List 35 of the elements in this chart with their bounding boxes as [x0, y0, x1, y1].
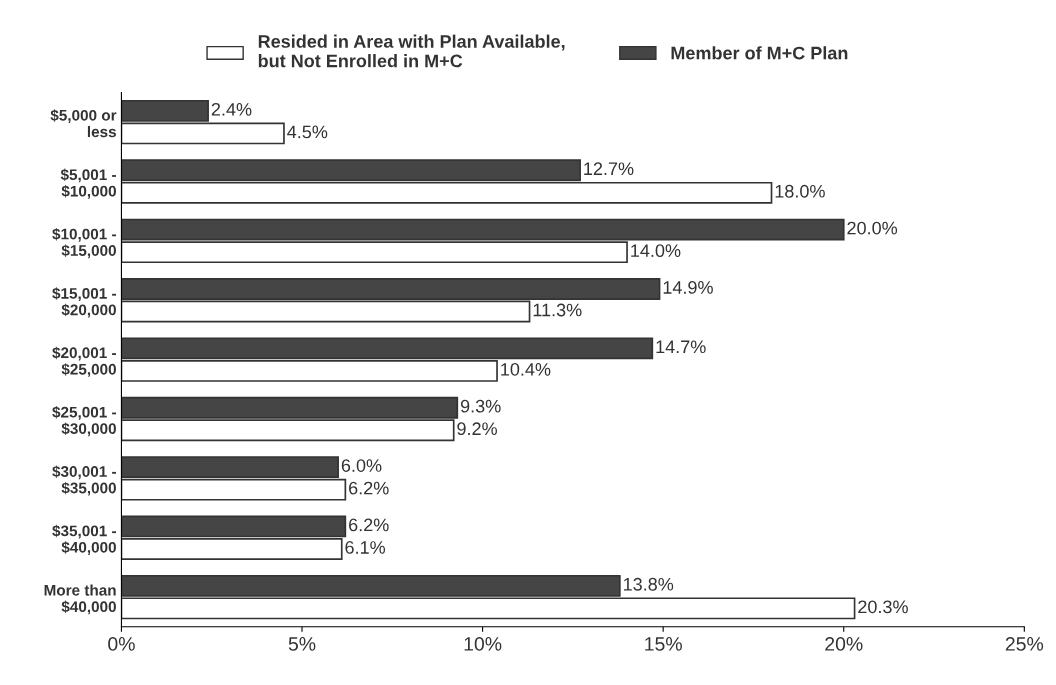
data-label: 14.9%: [663, 281, 713, 294]
data-label: 12.7%: [584, 162, 634, 176]
y-tick-label: $10,001 - $15,000: [52, 227, 116, 259]
data-label: 20.3%: [858, 600, 908, 614]
data-label: 2.4%: [211, 102, 252, 116]
x-tick-label: 20%: [825, 637, 863, 651]
y-tick-label: More than $40,000: [44, 584, 116, 615]
legend-label: Resided in Area with Plan Available, but Not Enrolled in M+C: [258, 34, 565, 68]
data-label: 9.3%: [460, 399, 501, 413]
data-label: 14.7%: [656, 340, 706, 354]
y-tick-label: $20,001 - $25,000: [52, 346, 116, 377]
data-label: 6.0%: [341, 459, 382, 472]
y-tick-label: $5,001 - $10,000: [60, 168, 116, 199]
data-label: 14.0%: [631, 244, 681, 258]
legend-label: Member of M+C Plan: [671, 46, 848, 60]
data-label: 4.5%: [287, 125, 328, 139]
x-tick-label: 0%: [108, 637, 135, 651]
data-label: 11.3%: [533, 303, 582, 317]
y-tick-label: $30,001 - $35,000: [52, 465, 116, 496]
data-label: 13.8%: [623, 577, 674, 591]
data-label: 9.2%: [457, 422, 497, 436]
data-label: 20.0%: [847, 221, 898, 235]
x-tick-label: 5%: [288, 637, 316, 651]
data-label: 18.0%: [775, 184, 825, 198]
data-label: 10.4%: [501, 362, 551, 376]
x-tick-label: 10%: [464, 637, 502, 651]
data-label: 6.1%: [345, 541, 386, 554]
x-tick-label: 25%: [1005, 637, 1044, 651]
data-label: 6.2%: [349, 518, 389, 532]
data-label: 6.2%: [349, 481, 389, 495]
y-tick-label: $35,001 - $40,000: [52, 524, 116, 555]
x-tick-label: 15%: [645, 637, 682, 651]
y-tick-label: $25,001 - $30,000: [52, 406, 116, 437]
y-tick-label: $15,001 - $20,000: [52, 287, 116, 318]
y-tick-label: $5,000 or less: [50, 109, 117, 138]
